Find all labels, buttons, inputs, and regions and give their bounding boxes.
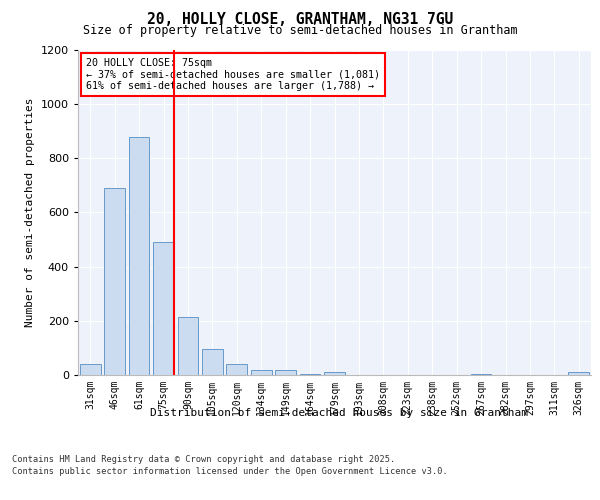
Bar (470, 374, 491, 375)
Text: Size of property relative to semi-detached houses in Grantham: Size of property relative to semi-detach… (83, 24, 517, 37)
Bar (299, 374, 320, 375)
Bar (80, 364, 101, 375)
Bar (226, 364, 247, 375)
Bar (275, 370, 296, 375)
Bar (128, 136, 149, 375)
Text: Distribution of semi-detached houses by size in Grantham: Distribution of semi-detached houses by … (150, 408, 528, 418)
Text: 20 HOLLY CLOSE: 75sqm
← 37% of semi-detached houses are smaller (1,081)
61% of s: 20 HOLLY CLOSE: 75sqm ← 37% of semi-deta… (86, 58, 380, 92)
Bar (568, 372, 589, 375)
Text: Contains HM Land Registry data © Crown copyright and database right 2025.: Contains HM Land Registry data © Crown c… (12, 456, 395, 464)
Text: Contains public sector information licensed under the Open Government Licence v3: Contains public sector information licen… (12, 467, 448, 476)
Text: 20, HOLLY CLOSE, GRANTHAM, NG31 7GU: 20, HOLLY CLOSE, GRANTHAM, NG31 7GU (147, 12, 453, 28)
Bar (178, 317, 199, 375)
Bar (202, 350, 223, 375)
Y-axis label: Number of semi-detached properties: Number of semi-detached properties (25, 98, 35, 327)
Bar (104, 188, 125, 375)
Bar (324, 372, 345, 375)
Bar (153, 242, 174, 375)
Bar (251, 370, 272, 375)
